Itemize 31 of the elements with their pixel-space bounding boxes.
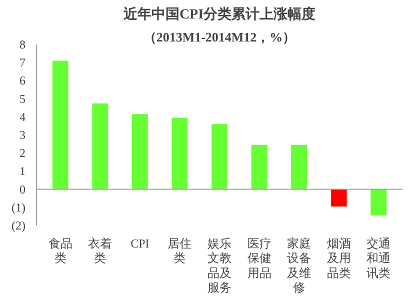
- bar: [92, 103, 108, 190]
- chart-title: 近年中国CPI分类累计上涨幅度: [122, 6, 316, 22]
- bar: [251, 144, 268, 190]
- bar: [212, 124, 228, 190]
- y-tick-label: (1): [12, 200, 26, 214]
- y-tick-label: (2): [12, 218, 26, 232]
- x-tick-label: 居住类: [168, 236, 192, 266]
- bar: [172, 118, 188, 190]
- y-tick-label: 3: [20, 128, 26, 142]
- x-tick-label: 衣着类: [88, 236, 112, 266]
- bar: [291, 144, 308, 190]
- y-tick-label: 4: [20, 110, 26, 124]
- x-tick-label: 交通和通讯类: [366, 236, 391, 280]
- x-tick-label: 家庭设备及维修: [287, 236, 312, 295]
- y-tick-label: 1: [20, 164, 26, 178]
- y-tick-label: 8: [20, 38, 26, 52]
- y-tick-label: 6: [20, 74, 26, 88]
- x-tick-label: CPI: [130, 236, 150, 250]
- y-tick-label: 7: [20, 56, 26, 70]
- x-tick-label: 烟酒及用品类: [326, 236, 351, 280]
- x-tick-label: 食品类: [48, 236, 72, 266]
- bar: [52, 60, 68, 190]
- bar: [370, 189, 387, 216]
- y-tick-label: 0: [20, 182, 26, 196]
- x-tick-label: 娱乐文教品及服务: [208, 236, 232, 295]
- chart-subtitle: （2013M1-2014M12，%）: [143, 30, 296, 44]
- bar: [330, 189, 347, 206]
- y-tick-label: 2: [20, 146, 26, 160]
- x-tick-label: 医疗保健用品: [247, 236, 272, 280]
- bar: [132, 114, 148, 190]
- y-tick-label: 5: [20, 92, 26, 106]
